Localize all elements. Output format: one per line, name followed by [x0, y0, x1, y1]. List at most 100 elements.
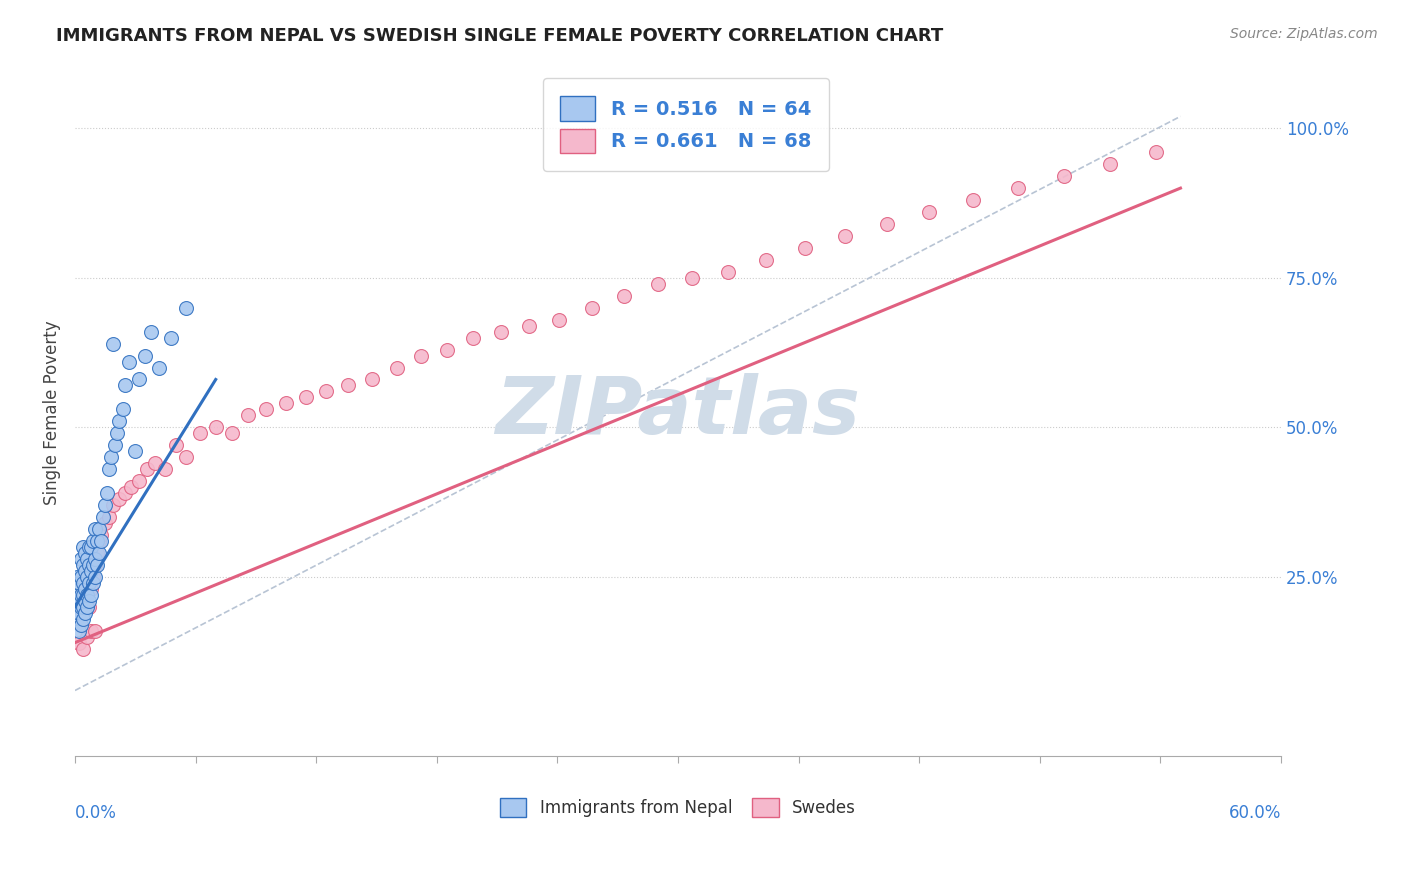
- Point: [77, 558, 100, 572]
- Point: [461, 331, 484, 345]
- Legend: Immigrants from Nepal, Swedes: Immigrants from Nepal, Swedes: [494, 791, 863, 823]
- Point: [67, 575, 90, 590]
- Point: [90, 528, 112, 542]
- Point: [72, 606, 94, 620]
- Point: [80, 564, 103, 578]
- Point: [73, 546, 96, 560]
- Point: [104, 438, 127, 452]
- Point: [66, 599, 89, 614]
- Point: [236, 409, 259, 423]
- Point: [155, 462, 177, 476]
- Text: ZIPatlas: ZIPatlas: [495, 374, 860, 451]
- Point: [681, 270, 703, 285]
- Point: [80, 540, 103, 554]
- Point: [145, 456, 167, 470]
- Point: [72, 540, 94, 554]
- Point: [76, 588, 98, 602]
- Point: [80, 582, 103, 596]
- Point: [103, 498, 125, 512]
- Point: [66, 570, 89, 584]
- Point: [84, 558, 107, 572]
- Point: [98, 462, 121, 476]
- Point: [613, 289, 636, 303]
- Point: [70, 617, 93, 632]
- Point: [73, 564, 96, 578]
- Point: [174, 301, 197, 315]
- Point: [67, 606, 90, 620]
- Point: [124, 444, 146, 458]
- Point: [84, 522, 107, 536]
- Point: [72, 575, 94, 590]
- Point: [76, 564, 98, 578]
- Point: [489, 325, 512, 339]
- Text: 0.0%: 0.0%: [75, 805, 117, 822]
- Point: [70, 617, 93, 632]
- Point: [254, 402, 277, 417]
- Point: [89, 546, 111, 560]
- Point: [70, 570, 93, 584]
- Point: [105, 426, 128, 441]
- Point: [70, 588, 93, 602]
- Point: [77, 575, 100, 590]
- Point: [84, 552, 107, 566]
- Point: [72, 588, 94, 602]
- Point: [82, 575, 104, 590]
- Point: [72, 558, 94, 572]
- Point: [89, 533, 111, 548]
- Point: [72, 575, 94, 590]
- Point: [77, 558, 100, 572]
- Point: [436, 343, 458, 357]
- Point: [136, 462, 159, 476]
- Point: [96, 486, 118, 500]
- Point: [793, 241, 815, 255]
- Point: [80, 624, 103, 638]
- Point: [73, 594, 96, 608]
- Point: [112, 402, 135, 417]
- Point: [86, 558, 108, 572]
- Point: [72, 599, 94, 614]
- Point: [76, 588, 98, 602]
- Point: [295, 391, 318, 405]
- Point: [82, 558, 104, 572]
- Point: [717, 265, 740, 279]
- Point: [66, 612, 89, 626]
- Point: [76, 599, 98, 614]
- Point: [70, 588, 93, 602]
- Point: [70, 552, 93, 566]
- Point: [67, 635, 90, 649]
- Point: [67, 624, 90, 638]
- Point: [86, 546, 108, 560]
- Point: [581, 301, 603, 315]
- Point: [315, 384, 337, 399]
- Point: [385, 360, 408, 375]
- Point: [72, 641, 94, 656]
- Point: [118, 354, 141, 368]
- Point: [337, 378, 360, 392]
- Point: [73, 606, 96, 620]
- Point: [76, 630, 98, 644]
- Point: [114, 378, 136, 392]
- Point: [98, 510, 121, 524]
- Point: [77, 540, 100, 554]
- Point: [91, 510, 114, 524]
- Point: [67, 594, 90, 608]
- Text: IMMIGRANTS FROM NEPAL VS SWEDISH SINGLE FEMALE POVERTY CORRELATION CHART: IMMIGRANTS FROM NEPAL VS SWEDISH SINGLE …: [56, 27, 943, 45]
- Point: [80, 588, 103, 602]
- Text: 60.0%: 60.0%: [1229, 805, 1281, 822]
- Point: [94, 498, 117, 512]
- Point: [76, 552, 98, 566]
- Point: [67, 606, 90, 620]
- Point: [148, 360, 170, 375]
- Point: [76, 570, 98, 584]
- Point: [962, 193, 984, 207]
- Point: [73, 570, 96, 584]
- Point: [103, 336, 125, 351]
- Point: [90, 533, 112, 548]
- Point: [73, 594, 96, 608]
- Point: [160, 331, 183, 345]
- Point: [70, 599, 93, 614]
- Point: [84, 570, 107, 584]
- Point: [165, 438, 187, 452]
- Point: [94, 516, 117, 530]
- Point: [80, 552, 103, 566]
